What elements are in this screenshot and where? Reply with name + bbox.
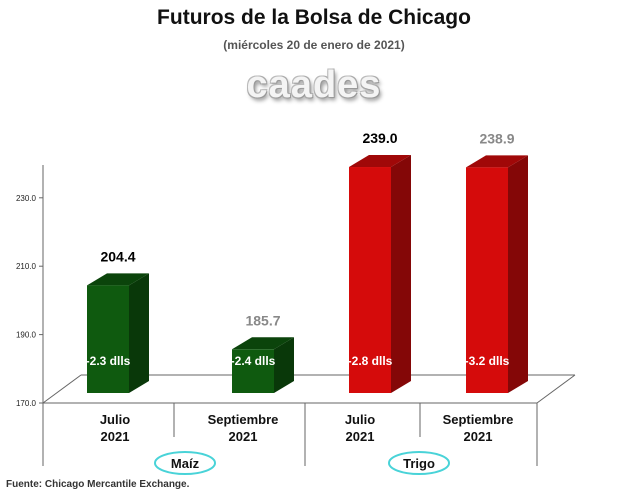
bar-top [349, 155, 411, 168]
x-tick-label-year: 2021 [101, 429, 130, 444]
group-label: Maíz [171, 456, 200, 471]
bar-top [87, 273, 149, 286]
bar-side [391, 155, 411, 393]
logo: caades [246, 64, 382, 106]
x-tick-label: Septiembre [443, 412, 514, 427]
x-tick-label-year: 2021 [346, 429, 375, 444]
bar-change-label: -2.8 dlls [348, 354, 393, 368]
y-tick-label: 190.0 [16, 331, 37, 340]
bar-side [274, 337, 294, 393]
bar-change-label: -3.2 dlls [465, 354, 510, 368]
bar-value-label: 204.4 [100, 248, 135, 264]
y-tick-label: 230.0 [16, 194, 37, 203]
bar-change-label: -2.3 dlls [86, 354, 131, 368]
bar-side [129, 273, 149, 393]
bar-1 [232, 337, 294, 393]
bar-0 [87, 273, 149, 393]
bar-front [466, 167, 508, 393]
x-tick-label: Septiembre [208, 412, 279, 427]
bar-front [232, 349, 274, 393]
bar-2 [349, 155, 411, 393]
bar-top [232, 337, 294, 350]
group-badge [154, 451, 216, 475]
bar-top [466, 155, 528, 168]
x-tick-label: Julio [345, 412, 375, 427]
group-label: Trigo [403, 456, 435, 471]
bar-change-label: -2.4 dlls [231, 354, 276, 368]
bar-front [87, 285, 129, 393]
bar-side [508, 155, 528, 393]
page-title: Futuros de la Bolsa de Chicago [157, 6, 471, 29]
page-subtitle: (miércoles 20 de enero de 2021) [223, 38, 405, 52]
bar-value-label: 185.7 [245, 312, 280, 328]
x-tick-label-year: 2021 [229, 429, 258, 444]
floor-right-edge [536, 374, 576, 404]
floor-left-edge [42, 374, 82, 404]
bar-value-label: 239.0 [362, 130, 397, 146]
y-tick-label: 210.0 [16, 262, 37, 271]
group-badge [388, 451, 450, 475]
source-note: Fuente: Chicago Mercantile Exchange. [6, 479, 190, 490]
x-tick-label-year: 2021 [464, 429, 493, 444]
y-tick-label: 170.0 [16, 399, 37, 408]
bar-front [349, 167, 391, 393]
labels-layer: -2.3 dlls 204.4 -2.4 dlls 185.7 -2.8 dlls 239… [86, 130, 515, 475]
bar-value-label: 238.9 [479, 130, 514, 146]
bar-3 [466, 155, 528, 393]
bars-layer [87, 155, 528, 393]
x-tick-label: Julio [100, 412, 130, 427]
